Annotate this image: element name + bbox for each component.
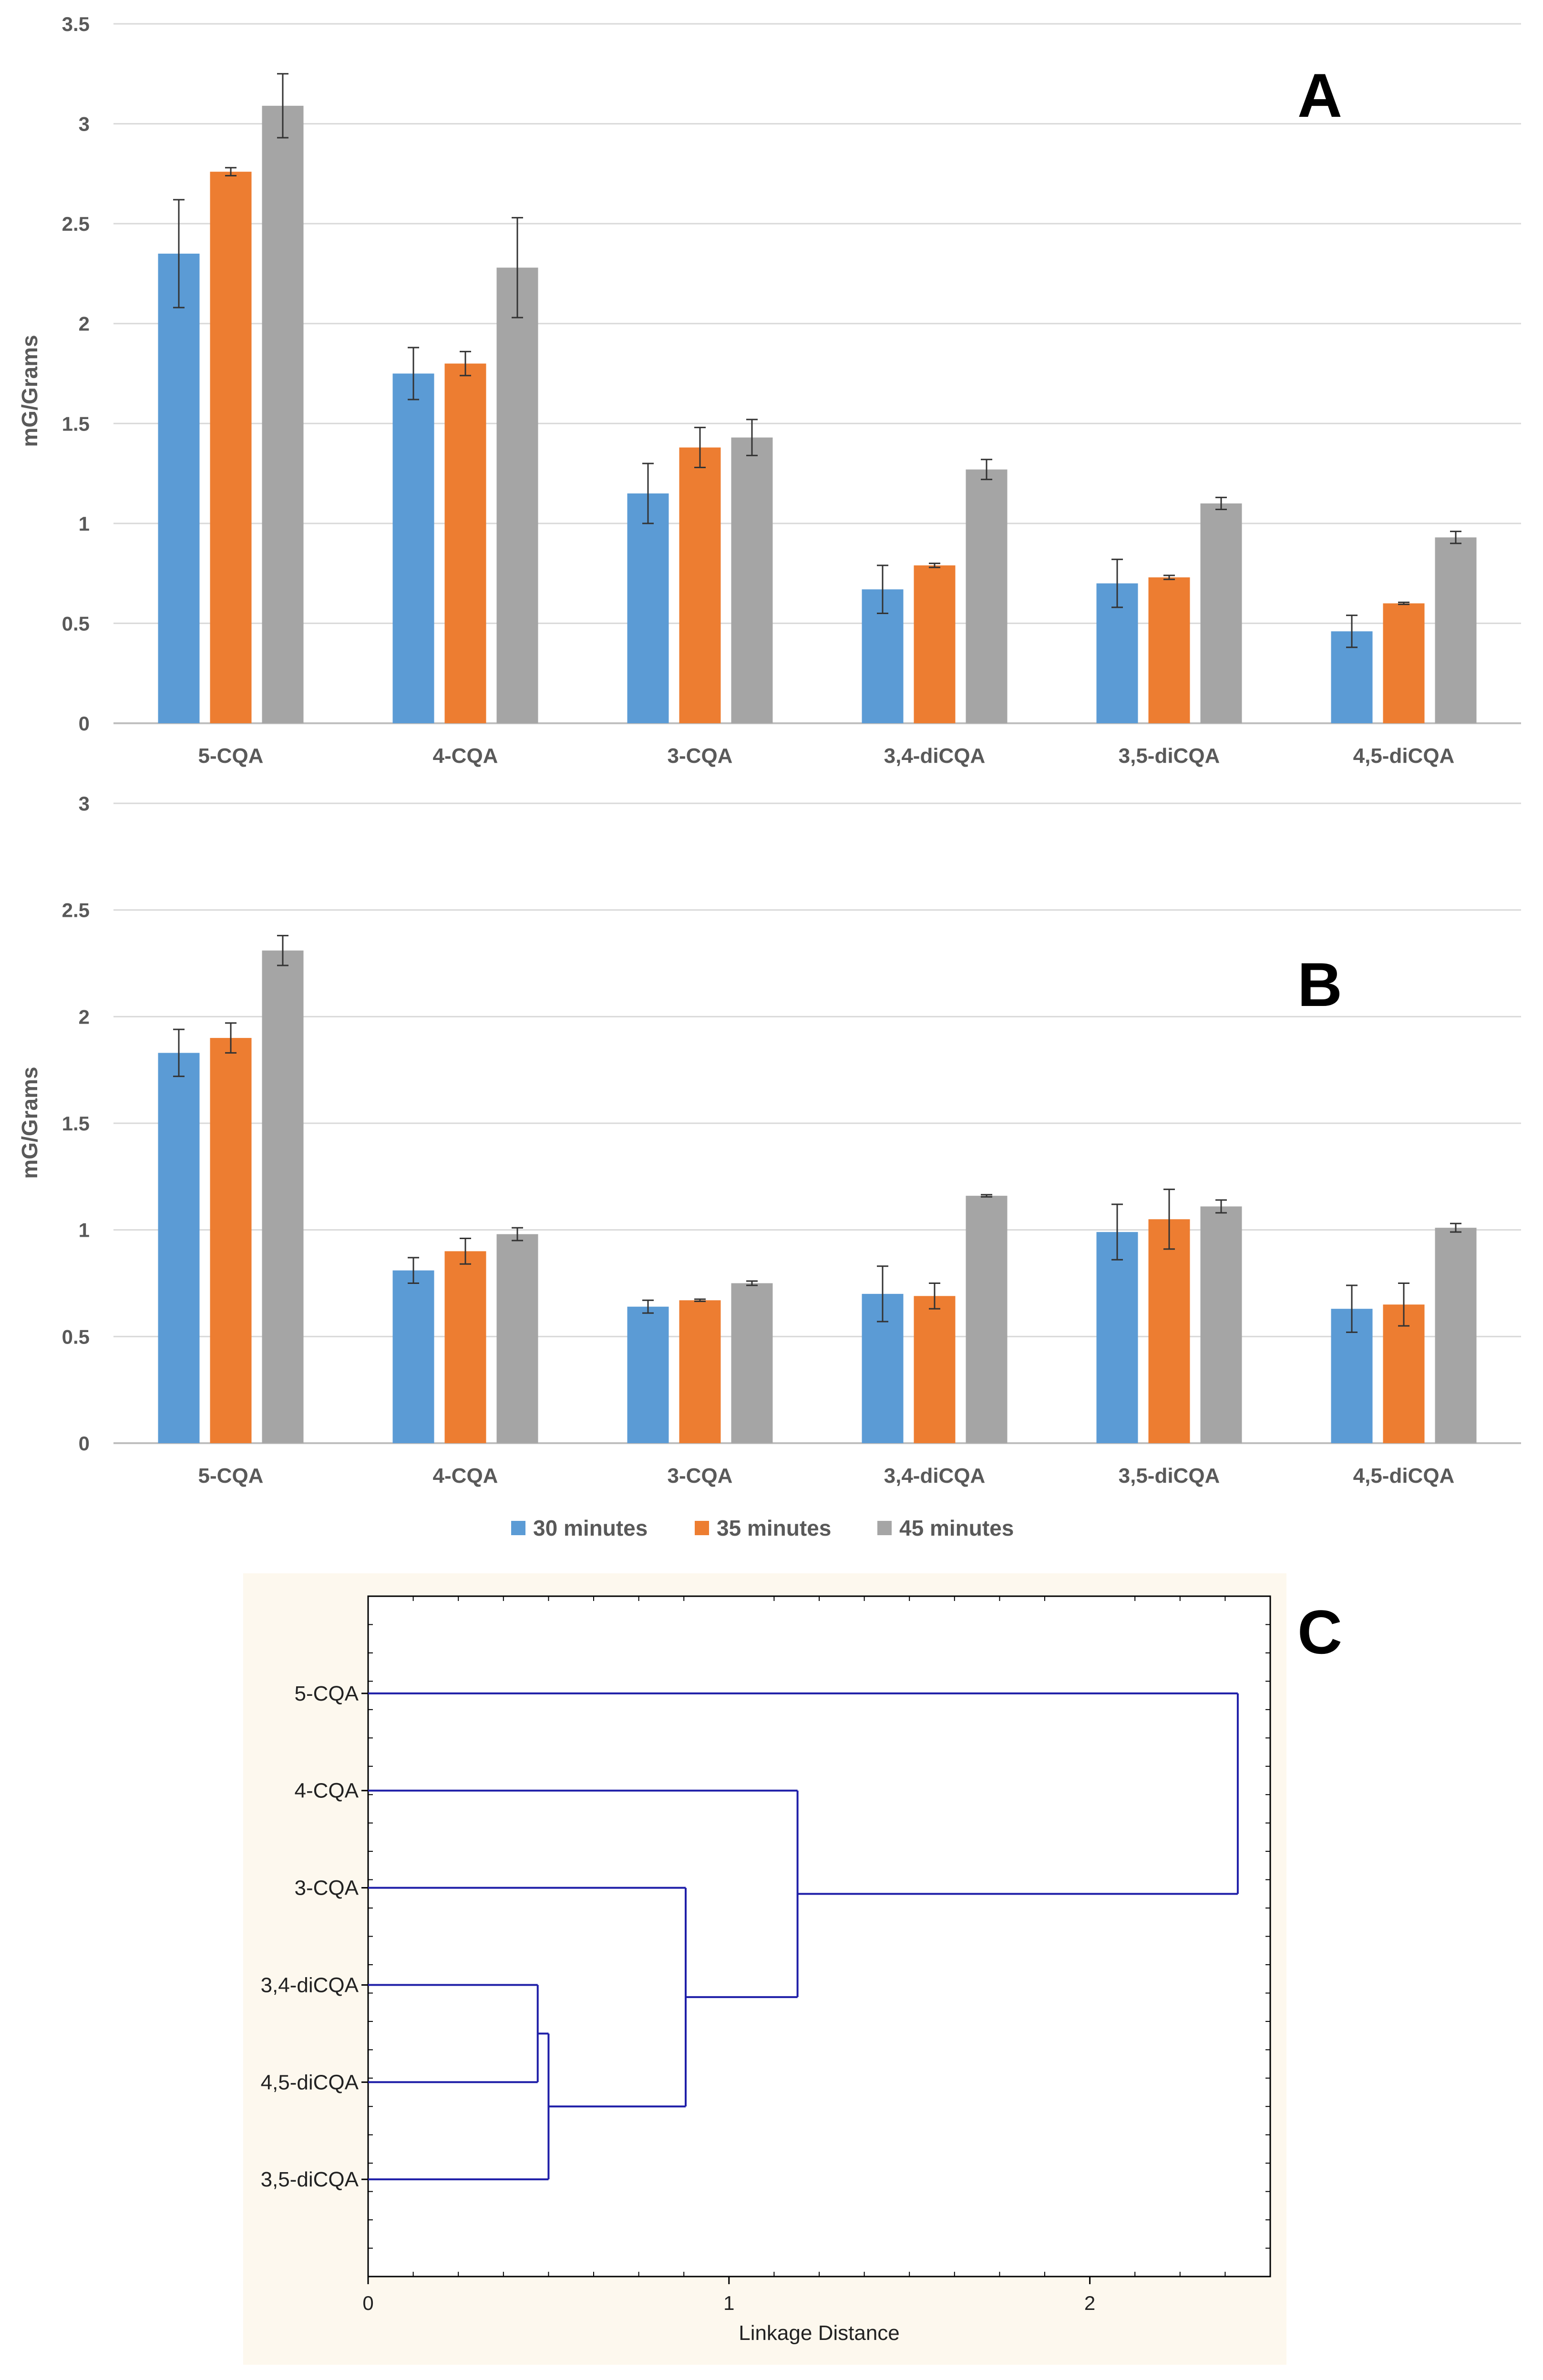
y-tick-label: 3.5 (62, 13, 90, 35)
legend-label-45-minutes: 45 minutes (899, 1516, 1014, 1540)
bar-45-minutes-3-4-dicqa (966, 1196, 1008, 1443)
category-label-4-5-dicqa: 4,5-diCQA (1353, 744, 1455, 768)
bar-45-minutes-4-cqa (496, 267, 538, 723)
category-label-4-cqa: 4-CQA (433, 1464, 498, 1488)
chart-b-y-ticks: 0 0.5 1 1.5 2 2.5 3 (62, 792, 90, 1455)
bar-35-minutes-3-cqa (679, 447, 721, 723)
category-label-3-4-dicqa: 3,4-diCQA (884, 744, 986, 768)
y-tick-label: 1.5 (62, 412, 90, 435)
chart-b-categories: 5-CQA 4-CQA 3-CQA 3,4-diCQA 3,5-diCQA 4,5-diC… (198, 1464, 1455, 1488)
leaf-label-3-cqa: 3-CQA (295, 1877, 359, 1900)
bar-30-minutes-3-cqa (627, 493, 669, 723)
chart-c-panel-label: C (1297, 1597, 1342, 1667)
y-tick-label: 2 (79, 1005, 90, 1028)
x-tick-label: 0 (362, 2292, 373, 2314)
category-label-5-cqa: 5-CQA (198, 1464, 264, 1488)
chart-a-categories: 5-CQA 4-CQA 3-CQA 3,4-diCQA 3,5-diCQA 4,5-diC… (198, 744, 1455, 768)
chart-a-y-ticks: 0 0.5 1 1.5 2 2.5 3 3.5 (62, 13, 90, 735)
y-tick-label: 0.5 (62, 612, 90, 635)
bar-45-minutes-5-cqa (262, 105, 304, 723)
chart-b-bars (158, 934, 1477, 1443)
bar-45-minutes-4-5-dicqa (1435, 537, 1477, 723)
bar-30-minutes-5-cqa (158, 254, 200, 723)
bar-30-minutes-5-cqa (158, 1053, 200, 1443)
chart-a-panel-label: A (1297, 61, 1342, 130)
bar-35-minutes-3-4-dicqa (914, 565, 956, 723)
leaf-label-4-cqa: 4-CQA (295, 1779, 359, 1803)
category-label-4-cqa: 4-CQA (433, 744, 498, 768)
category-label-3-5-dicqa: 3,5-diCQA (1119, 744, 1220, 768)
y-tick-label: 2.5 (62, 899, 90, 922)
chart-c-branches (368, 1692, 1239, 2181)
bar-35-minutes-3-5-dicqa (1148, 1219, 1190, 1443)
chart-b-y-axis-label: mG/Grams (17, 1067, 42, 1179)
x-tick-label: 2 (1084, 2292, 1095, 2314)
y-tick-label: 2 (79, 313, 90, 335)
bar-30-minutes-3-cqa (627, 1306, 669, 1443)
bar-35-minutes-3-cqa (679, 1300, 721, 1443)
category-label-3-cqa: 3-CQA (668, 744, 733, 768)
chart-b-panel-label: B (1297, 950, 1342, 1019)
bar-35-minutes-5-cqa (210, 1038, 252, 1443)
legend-label-35-minutes: 35 minutes (717, 1516, 831, 1540)
x-tick-label: 1 (723, 2292, 734, 2314)
bar-30-minutes-3-5-dicqa (1096, 1232, 1138, 1443)
chart-a: 0 0.5 1 1.5 2 2.5 3 3.5 5-CQA 4-CQA 3-CQA 3,4-diCQ… (17, 13, 1521, 768)
bar-45-minutes-3-5-dicqa (1200, 1206, 1242, 1443)
bar-35-minutes-3-5-dicqa (1148, 577, 1190, 723)
chart-a-gridlines (113, 23, 1521, 724)
category-label-4-5-dicqa: 4,5-diCQA (1353, 1464, 1455, 1488)
leaf-label-3-5-dicqa: 3,5-diCQA (261, 2168, 359, 2191)
chart-c-x-axis-label: Linkage Distance (739, 2321, 900, 2345)
category-label-3-4-dicqa: 3,4-diCQA (884, 1464, 986, 1488)
bar-30-minutes-4-cqa (392, 1270, 434, 1443)
bar-45-minutes-4-cqa (496, 1234, 538, 1443)
bar-45-minutes-3-cqa (731, 437, 773, 723)
chart-c-leaf-labels: 5-CQA 4-CQA 3-CQA 3,4-diCQA 4,5-diCQA 3,5-diC… (261, 1682, 368, 2191)
y-tick-label: 1 (79, 1219, 90, 1241)
y-tick-label: 0 (79, 1432, 90, 1455)
y-tick-label: 2.5 (62, 213, 90, 235)
legend-swatch-35-minutes (695, 1521, 709, 1535)
bar-45-minutes-3-4-dicqa (966, 469, 1008, 723)
bar-35-minutes-4-cqa (444, 363, 486, 723)
category-label-3-5-dicqa: 3,5-diCQA (1119, 1464, 1220, 1488)
legend-swatch-45-minutes (877, 1521, 892, 1535)
bar-35-minutes-4-cqa (444, 1251, 486, 1443)
y-tick-label: 1 (79, 513, 90, 535)
bar-45-minutes-3-5-dicqa (1200, 503, 1242, 723)
bar-35-minutes-4-5-dicqa (1383, 603, 1425, 723)
chart-b: 0 0.5 1 1.5 2 2.5 3 5-CQA 4-CQA 3-CQA 3,4-diCQA 3,… (17, 792, 1521, 1488)
chart-a-y-axis-label: mG/Grams (17, 335, 42, 447)
chart-c-minor-ticks (368, 1596, 1270, 2277)
bar-35-minutes-5-cqa (210, 172, 252, 723)
y-tick-label: 0 (79, 712, 90, 735)
dendrogram-plot-frame (367, 1595, 1271, 2277)
bar-45-minutes-4-5-dicqa (1435, 1228, 1477, 1443)
chart-a-bars (158, 73, 1477, 723)
legend-label-30-minutes: 30 minutes (533, 1516, 648, 1540)
bar-35-minutes-4-5-dicqa (1383, 1304, 1425, 1443)
bar-35-minutes-3-4-dicqa (914, 1296, 956, 1443)
y-tick-label: 0.5 (62, 1325, 90, 1348)
leaf-label-4-5-dicqa: 4,5-diCQA (261, 2071, 359, 2094)
category-label-3-cqa: 3-CQA (668, 1464, 733, 1488)
chart-b-gridlines (113, 802, 1521, 1444)
bar-30-minutes-4-cqa (392, 373, 434, 723)
y-tick-label: 3 (79, 113, 90, 135)
chart-c-x-ticks: 0 1 2 (362, 2292, 1095, 2314)
leaf-label-3-4-dicqa: 3,4-diCQA (261, 1973, 359, 1997)
legend: 30 minutes 35 minutes 45 minutes (511, 1516, 1014, 1540)
bar-45-minutes-3-cqa (731, 1283, 773, 1443)
y-tick-label: 1.5 (62, 1112, 90, 1135)
category-label-5-cqa: 5-CQA (198, 744, 264, 768)
legend-swatch-30-minutes (511, 1521, 525, 1535)
chart-c-dendrogram: 5-CQA 4-CQA 3-CQA 3,4-diCQA 4,5-diCQA 3,5-diC… (243, 1573, 1342, 2365)
leaf-label-5-cqa: 5-CQA (295, 1682, 359, 1705)
y-tick-label: 3 (79, 792, 90, 815)
bar-45-minutes-5-cqa (262, 950, 304, 1443)
